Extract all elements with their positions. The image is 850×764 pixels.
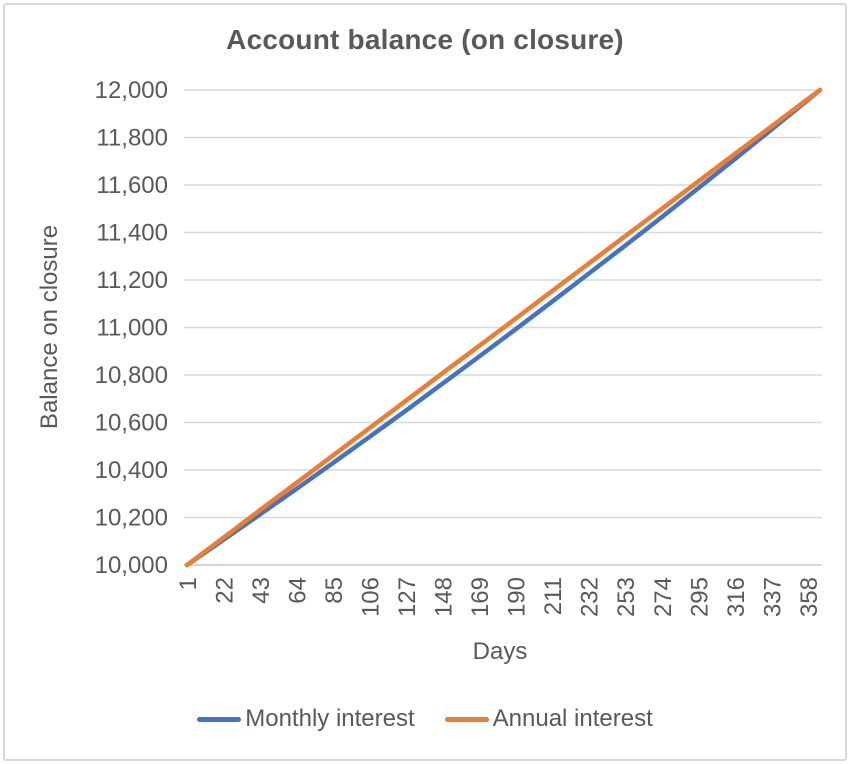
y-tick-label: 11,800 (96, 125, 168, 152)
x-tick-label: 337 (759, 577, 786, 617)
chart-title: Account balance (on closure) (226, 24, 624, 55)
x-tick-label: 316 (723, 577, 750, 617)
y-tick-label: 11,400 (96, 220, 168, 247)
x-tick-label: 127 (394, 577, 421, 617)
x-tick-label: 43 (248, 577, 275, 604)
x-tick-label: 148 (431, 577, 458, 617)
x-axis-tick-labels: 1 22 43 64 85 106 127 148 169 190 211 232 253 274 295 3… (175, 577, 823, 617)
legend-item-monthly-interest[interactable]: Monthly interest (197, 705, 415, 732)
x-tick-label: 106 (358, 577, 385, 617)
y-tick-label: 11,600 (96, 172, 168, 199)
series-line-annual-interest[interactable] (184, 87, 823, 568)
x-tick-label: 64 (285, 577, 312, 604)
y-tick-label: 12,000 (95, 77, 168, 104)
legend-item-annual-interest[interactable]: Annual interest (444, 705, 653, 732)
x-tick-label: 190 (504, 577, 531, 617)
y-tick-label: 10,600 (95, 410, 168, 437)
x-tick-label: 274 (650, 577, 677, 617)
y-tick-label: 11,200 (96, 267, 168, 294)
legend-swatch (444, 716, 489, 722)
x-axis-title: Days (473, 638, 528, 665)
x-tick-label: 253 (613, 577, 640, 617)
x-tick-label: 295 (686, 577, 713, 617)
x-tick-label: 211 (540, 577, 567, 615)
y-axis-title: Balance on closure (36, 225, 63, 429)
legend-label: Annual interest (492, 705, 653, 732)
x-tick-label: 358 (796, 577, 823, 617)
y-tick-label: 10,800 (95, 362, 168, 389)
x-tick-label: 22 (212, 577, 239, 604)
chart-border (3, 3, 847, 761)
chart-legend: Monthly interest Annual interest (0, 703, 850, 735)
legend-swatch (197, 716, 242, 722)
x-tick-label: 232 (577, 577, 604, 617)
y-tick-label: 10,000 (95, 552, 168, 579)
y-tick-label: 10,400 (95, 457, 168, 484)
series-line-monthly-interest[interactable] (184, 87, 823, 568)
y-axis-tick-labels: 10,000 10,200 10,400 10,600 10,800 11,000 11,2… (95, 77, 168, 579)
x-tick-label: 169 (467, 577, 494, 617)
legend-label: Monthly interest (245, 705, 415, 732)
x-tick-label: 1 (175, 577, 202, 590)
y-tick-label: 11,000 (96, 315, 168, 342)
series-lines (184, 87, 823, 568)
y-tick-label: 10,200 (95, 505, 168, 532)
x-tick-label: 85 (321, 577, 348, 604)
